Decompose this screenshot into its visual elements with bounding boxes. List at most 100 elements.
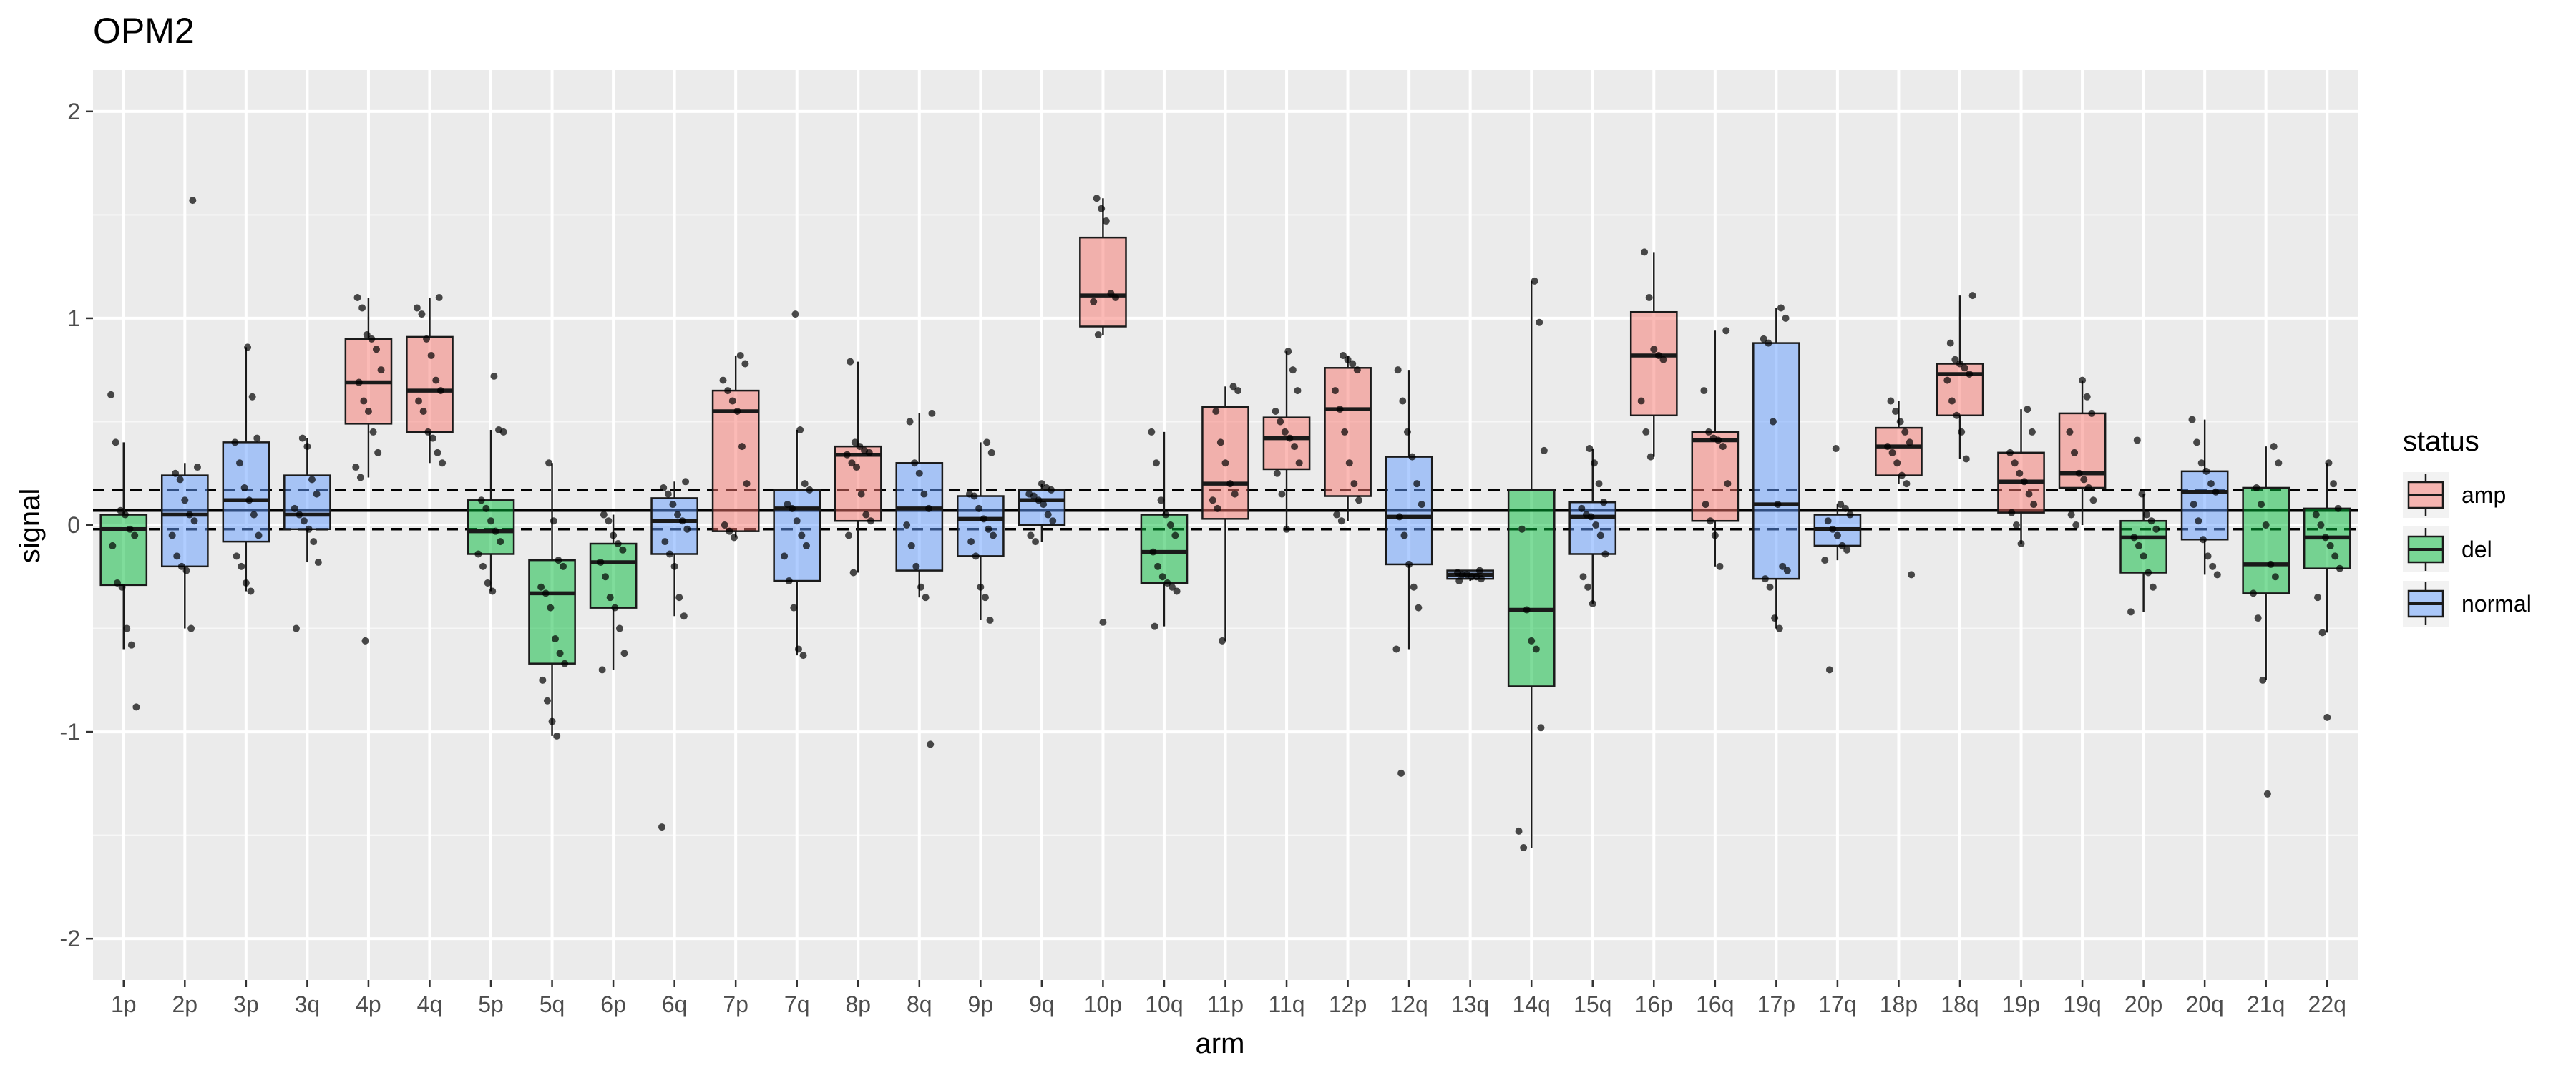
data-point — [1887, 397, 1895, 405]
data-point — [1277, 418, 1284, 426]
data-point — [2213, 571, 2221, 579]
data-point — [352, 464, 360, 471]
data-point — [2012, 521, 2020, 529]
data-point — [907, 542, 915, 549]
data-point — [172, 469, 180, 477]
box-body — [2242, 486, 2290, 594]
data-point — [182, 567, 190, 574]
data-point — [848, 459, 856, 467]
data-point — [418, 310, 426, 318]
box-10p — [1079, 198, 1127, 335]
data-point — [980, 515, 987, 523]
data-point — [1166, 521, 1174, 529]
data-point — [1415, 604, 1423, 612]
data-point — [1832, 445, 1840, 453]
data-point — [928, 409, 936, 417]
data-point — [1775, 624, 1783, 632]
data-point — [598, 666, 606, 674]
box-12q — [1385, 370, 1433, 650]
data-point — [1027, 531, 1035, 539]
data-point — [1395, 513, 1403, 521]
data-point — [743, 480, 751, 488]
data-point — [537, 583, 545, 591]
data-point — [2336, 564, 2343, 572]
data-point — [1654, 351, 1662, 359]
data-point — [1226, 480, 1234, 488]
data-point — [2312, 511, 2320, 519]
data-point — [489, 587, 497, 595]
data-point — [185, 511, 193, 519]
data-point — [2326, 542, 2334, 549]
data-point — [1349, 360, 1357, 368]
data-point — [2199, 536, 2207, 544]
data-point — [1702, 501, 1709, 509]
data-point — [543, 697, 551, 705]
x-tick-label: 17p — [1757, 991, 1795, 1017]
data-point — [1214, 504, 1221, 512]
x-tick-label: 6q — [662, 991, 688, 1017]
x-tick-label: 4p — [356, 991, 381, 1017]
data-point — [1408, 453, 1416, 461]
data-point — [2024, 406, 2031, 413]
x-axis: 1p 2p 3p 3q 4p 4q 5p 5q 6p 6q 7p 7q 8p 8q 9p 9q 10p 10q 11… — [111, 980, 2346, 1017]
data-point — [439, 459, 447, 467]
x-tick-label: 11q — [1269, 991, 1305, 1017]
data-point — [1825, 666, 1833, 674]
data-point — [1234, 387, 1242, 395]
data-point — [1536, 318, 1543, 326]
data-point — [310, 538, 318, 546]
data-point — [927, 740, 935, 748]
box-16q — [1691, 330, 1740, 567]
data-point — [1294, 387, 1302, 395]
data-point — [791, 310, 799, 318]
data-point — [187, 624, 195, 632]
data-point — [1896, 418, 1904, 426]
data-point — [477, 496, 485, 504]
data-point — [615, 624, 623, 632]
data-point — [2017, 540, 2025, 548]
data-point — [2127, 608, 2135, 616]
data-point — [1283, 525, 1291, 533]
data-point — [790, 604, 798, 612]
data-point — [1646, 453, 1654, 461]
box-body — [1079, 236, 1127, 328]
data-point — [2271, 573, 2279, 581]
data-point — [843, 451, 851, 459]
x-tick-label: 22q — [2308, 991, 2346, 1017]
data-point — [236, 459, 244, 467]
data-point — [1596, 531, 1604, 539]
data-point — [1892, 408, 1900, 415]
data-point — [678, 517, 686, 525]
box-body — [650, 497, 698, 555]
data-point — [1353, 366, 1361, 374]
box-14q — [1507, 280, 1556, 848]
data-point — [917, 583, 925, 591]
y-tick-label: -1 — [60, 719, 80, 745]
data-point — [2202, 467, 2210, 475]
data-point — [2259, 676, 2267, 684]
data-point — [127, 641, 135, 649]
box-body — [1629, 310, 1678, 417]
data-point — [545, 459, 553, 467]
data-point — [1107, 290, 1115, 298]
legend-key-del — [2403, 526, 2449, 572]
data-point — [2075, 469, 2083, 477]
box-body — [1936, 363, 1984, 417]
data-point — [372, 346, 380, 353]
data-point — [107, 391, 115, 398]
data-point — [862, 511, 870, 519]
data-point — [181, 496, 189, 504]
data-point — [1951, 356, 1959, 363]
data-point — [1838, 542, 1846, 549]
x-tick-label: 20p — [2124, 991, 2162, 1017]
data-point — [1455, 577, 1463, 585]
data-point — [1760, 335, 1767, 343]
data-point — [298, 434, 306, 442]
data-point — [1345, 459, 1353, 467]
data-point — [1837, 501, 1845, 509]
data-point — [2263, 790, 2271, 798]
data-point — [925, 504, 933, 512]
data-point — [1958, 428, 1966, 436]
data-point — [1537, 724, 1545, 732]
x-tick-label: 18p — [1880, 991, 1918, 1017]
